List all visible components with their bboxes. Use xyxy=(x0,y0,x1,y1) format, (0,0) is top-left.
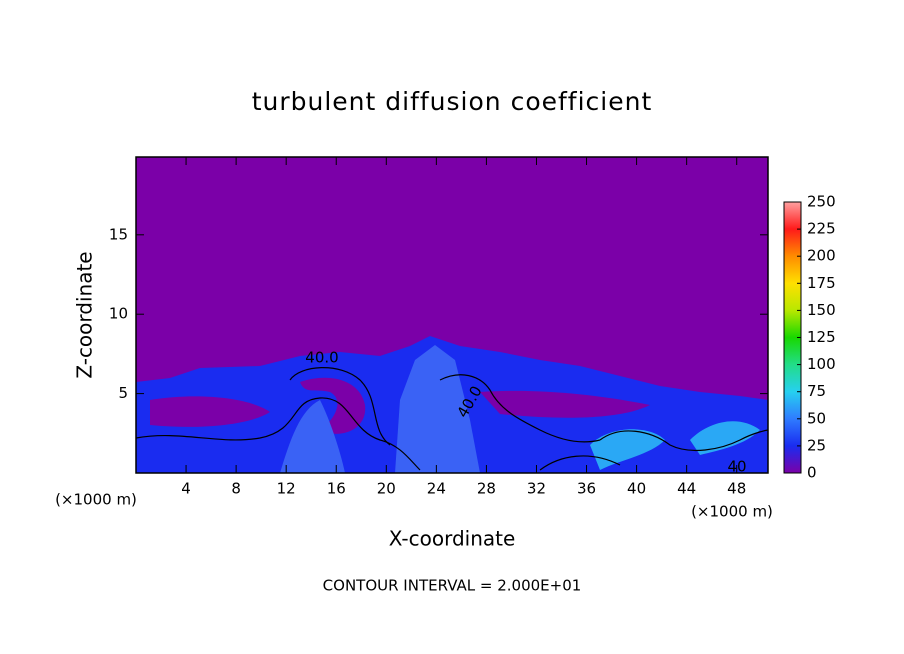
x-tick-label: 4 xyxy=(181,480,191,498)
colorbar-tick-label: 75 xyxy=(807,382,826,400)
field-region xyxy=(395,345,480,473)
x-tick-label: 20 xyxy=(377,480,396,498)
x-tick-label: 44 xyxy=(677,480,696,498)
y-tick-label: 10 xyxy=(109,305,128,323)
colorbar-tick-label: 225 xyxy=(807,220,836,238)
x-unit-label: (×1000 m) xyxy=(691,503,773,521)
y-axis-label: Z-coordinate xyxy=(73,251,97,378)
field-region xyxy=(480,390,650,418)
footer-note: CONTOUR INTERVAL = 2.000E+01 xyxy=(323,577,582,595)
colorbar-tick-label: 25 xyxy=(807,436,826,454)
x-tick-label: 12 xyxy=(277,480,296,498)
y-tick-label: 5 xyxy=(118,384,128,402)
colorbar-tick-label: 100 xyxy=(807,355,836,373)
contour-label: 40.0 xyxy=(305,349,338,367)
plot-frame xyxy=(135,156,769,474)
x-axis-label: X-coordinate xyxy=(389,527,516,551)
x-tick-label: 32 xyxy=(527,480,546,498)
colorbar-tick-label: 0 xyxy=(807,464,817,482)
field-region xyxy=(280,400,345,473)
colorbar-tick-label: 175 xyxy=(807,274,836,292)
x-tick-label: 16 xyxy=(327,480,346,498)
chart-title: turbulent diffusion coefficient xyxy=(252,87,653,116)
colorbar-tick-label: 125 xyxy=(807,328,836,346)
x-tick-label: 36 xyxy=(577,480,596,498)
x-tick-label: 28 xyxy=(477,480,496,498)
y-tick-label: 15 xyxy=(109,225,128,243)
colorbar-tick-label: 250 xyxy=(807,193,836,211)
field xyxy=(136,157,768,473)
colorbar-tick-label: 150 xyxy=(807,301,836,319)
colorbar-tick-label: 200 xyxy=(807,247,836,265)
field-region xyxy=(300,377,366,434)
colorbar-tick-label: 50 xyxy=(807,409,826,427)
field-region xyxy=(150,396,270,427)
x-tick-label: 8 xyxy=(231,480,241,498)
x-tick-label: 40 xyxy=(627,480,646,498)
contour-lines xyxy=(136,367,768,471)
x-unit-label: (×1000 m) xyxy=(55,491,137,509)
x-tick-label: 24 xyxy=(427,480,446,498)
field-region xyxy=(690,421,760,455)
x-tick-label: 48 xyxy=(727,480,746,498)
